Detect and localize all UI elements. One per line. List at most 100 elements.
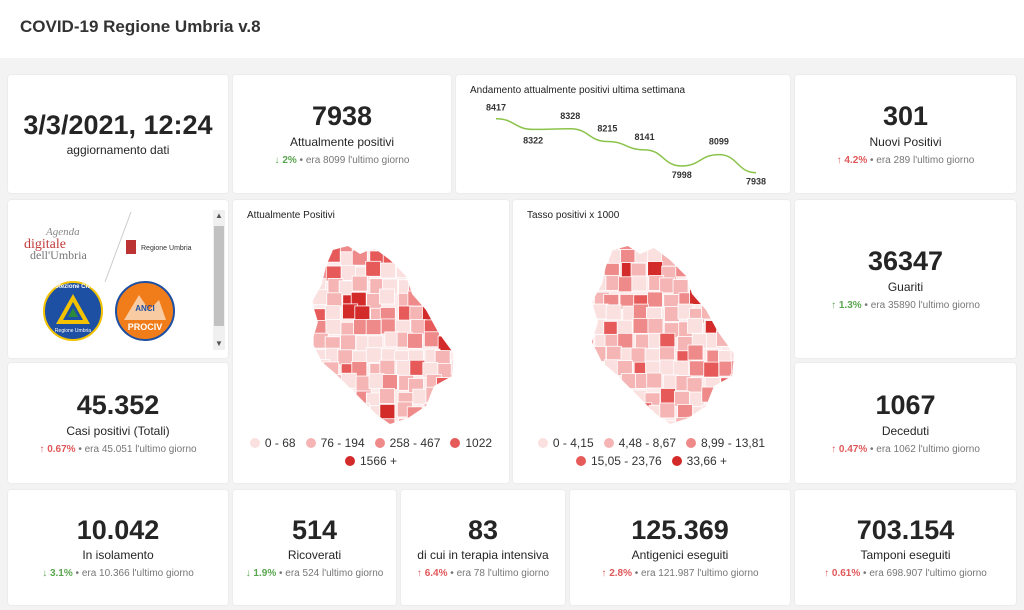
map-municipality [469,374,484,389]
legend-item[interactable]: 0 - 4,15 [537,436,594,450]
map-municipality [439,388,454,405]
map-municipality [689,289,706,305]
map-municipality [328,388,345,405]
legend-item[interactable]: 258 - 467 [374,436,440,450]
protezione-civile-logo [43,281,103,341]
trend-data-label: 8417 [486,103,506,113]
map-municipality [464,304,479,319]
map-municipality [379,418,396,424]
legend-item[interactable]: 0 - 68 [249,436,296,450]
legend-label: 4,48 - 8,67 [618,436,676,450]
deceduti-card: 1067 Deceduti ↑ 0.47% • era 1062 l'ultim… [795,363,1016,483]
legend-item[interactable]: 76 - 194 [305,436,365,450]
map-municipality [678,248,695,265]
map-municipality [675,261,692,278]
ricoverati-prev: era 524 l'ultimo giorno [285,568,384,580]
map-municipality [716,251,732,267]
legend-item[interactable]: 1566 + [344,454,398,468]
map-municipality [325,319,342,335]
logos-scrollbar[interactable]: ▲ ▼ [213,210,225,350]
trend-chart-card: Andamento attualmente positivi ultima se… [456,75,790,193]
map-municipality [607,376,624,393]
isolamento-pct: 3.1% [49,568,73,580]
map-municipality [592,279,596,296]
ricoverati-card: 514 Ricoverati ↓ 1.9% • era 524 l'ultimo… [233,490,396,605]
map-municipality [354,305,371,322]
nuovi-trend: ↑ 4.2% • era 289 l'ultimo giorno [836,154,975,166]
tamponi-pct: 0.61% [831,568,861,580]
map-municipality [452,350,454,367]
map-municipality [749,253,764,268]
map-municipality [466,321,481,336]
map-municipality [436,377,452,393]
map-municipality [380,262,396,279]
trend-data-label: 8141 [635,132,655,142]
map-municipality [379,288,395,305]
map-municipality [646,372,663,389]
map-municipality [606,345,622,362]
map-municipality [337,349,354,366]
tamponi-card: 703.154 Tamponi eseguiti ↑ 0.61% • era 6… [795,490,1016,605]
map-municipality [634,246,651,249]
map-municipality [730,402,734,419]
terapia-value: 83 [467,514,499,545]
terapia-trend: ↑ 6.4% • era 78 l'ultimo giorno [416,568,550,580]
map-municipality [745,363,760,378]
map-municipality [450,246,454,251]
map-municipality [379,388,395,404]
map-municipality [455,421,470,436]
map-municipality [606,388,622,405]
update-label: aggiornamento dati [66,143,170,158]
legend-dot-icon [603,438,614,448]
map-municipality [728,387,734,404]
legend-item[interactable]: 1022 [450,436,492,450]
legend-item[interactable]: 33,66 + [671,454,727,468]
tamponi-prev: era 698.907 l'ultimo giorno [869,568,987,580]
legend-item[interactable]: 8,99 - 13,81 [686,436,765,450]
legend-label: 1566 + [359,454,398,468]
map-municipality [451,336,454,353]
map-municipality [295,403,310,418]
nuovi-label: Nuovi Positivi [869,134,942,149]
map-municipality [592,246,606,252]
scroll-thumb[interactable] [214,226,224,326]
map-municipality [449,306,454,323]
map-municipality [630,347,647,364]
map-municipality [617,276,634,293]
arrow-up-icon: ↑ [601,568,607,580]
map-municipality [718,246,734,251]
map-municipality [716,305,732,321]
legend-item[interactable]: 4,48 - 8,67 [603,436,676,450]
map-municipality [312,264,313,280]
map-municipality [701,303,717,320]
arrow-down-icon: ↓ [245,568,251,580]
legend-item[interactable]: 15,05 - 23,76 [575,454,662,468]
map-municipality [747,306,762,321]
map-municipality [592,264,595,281]
guariti-card: 36347 Guariti ↑ 1.3% • era 35890 l'ultim… [795,200,1016,358]
map-municipality [729,322,734,338]
protezione-sub-label: Regione Umbria [54,328,92,334]
map-municipality [715,416,732,424]
map-municipality [340,406,357,422]
tamponi-value: 703.154 [856,514,955,545]
map-municipality [748,377,763,392]
map-municipality [351,275,368,292]
scroll-up-icon[interactable]: ▲ [215,211,223,220]
map-municipality [701,246,718,251]
divider-line [104,212,132,282]
map-municipality [312,389,328,406]
umbria-tasso-map[interactable] [513,228,790,448]
trend-line [495,117,757,174]
map-municipality [440,420,454,424]
map-municipality [365,260,382,277]
antigenici-label: Antigenici eseguiti [631,548,729,563]
map-municipality [422,264,439,281]
map-municipality [729,275,734,291]
scroll-down-icon[interactable]: ▼ [215,339,223,348]
map1-title: Attualmente Positivi [247,210,335,221]
trend-chart-title: Andamento attualmente positivi ultima se… [470,85,686,96]
map-municipality [340,334,356,351]
terapia-label: di cui in terapia intensiva [417,548,549,563]
umbria-positivi-map[interactable] [233,228,509,448]
